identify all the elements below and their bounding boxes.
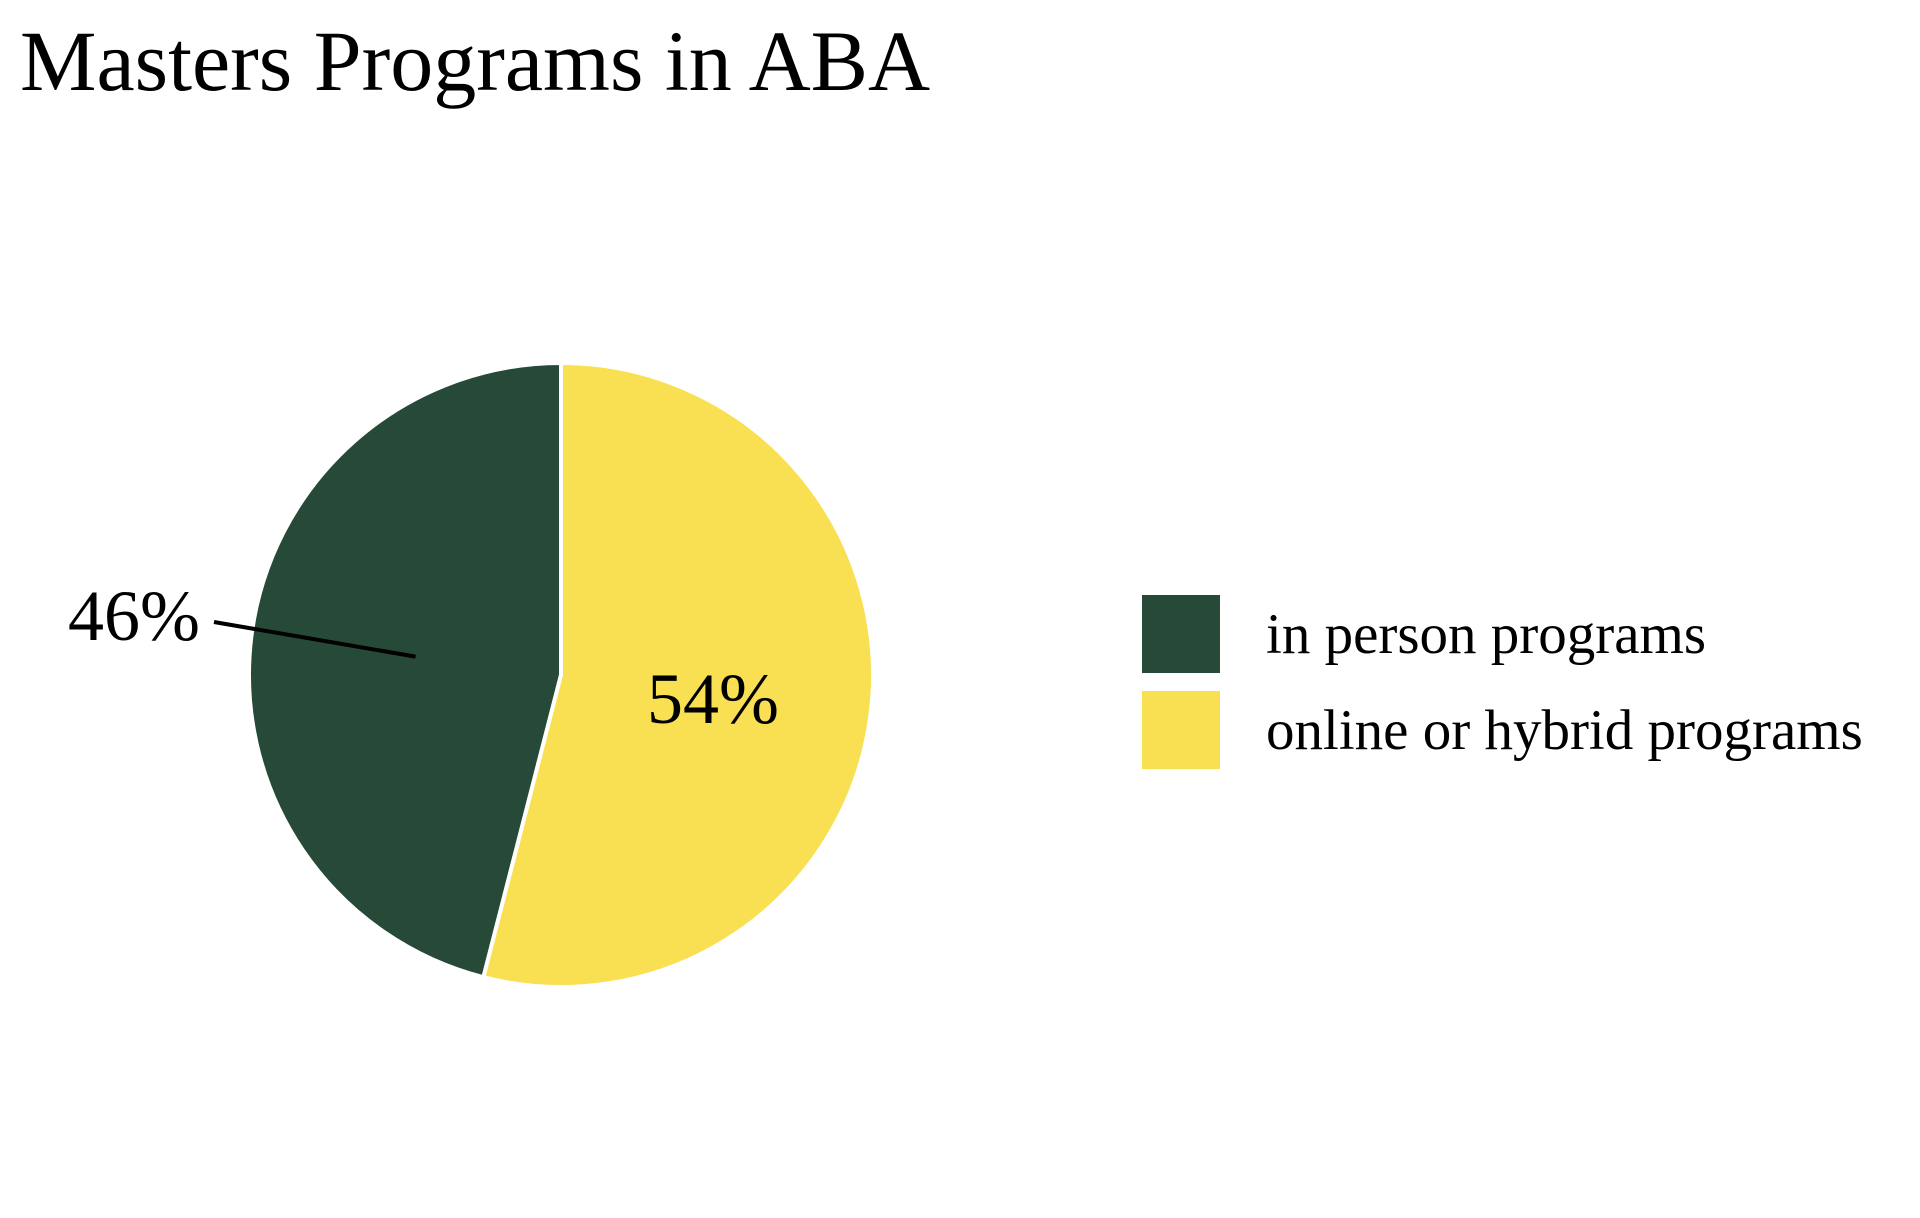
legend-label-online-hybrid: online or hybrid programs xyxy=(1266,698,1863,762)
leader-line-in-person xyxy=(213,620,416,659)
legend-swatch-in-person xyxy=(1142,595,1220,673)
legend-label-in-person: in person programs xyxy=(1266,602,1707,666)
slice-label-online-hybrid: 54% xyxy=(647,659,779,739)
legend: in person programs online or hybrid prog… xyxy=(1142,586,1863,778)
slice-label-in-person: 46% xyxy=(68,576,200,656)
pie-slices xyxy=(247,361,875,989)
pie-slice-in-person xyxy=(247,361,563,980)
legend-item-in-person: in person programs xyxy=(1142,586,1863,682)
legend-item-online-hybrid: online or hybrid programs xyxy=(1142,682,1863,778)
legend-swatch-online-hybrid xyxy=(1142,691,1220,769)
pie-slice-online-hybrid xyxy=(481,361,875,989)
pie-labels: 46% 54% xyxy=(68,576,779,739)
chart-title: Masters Programs in ABA xyxy=(20,13,931,109)
